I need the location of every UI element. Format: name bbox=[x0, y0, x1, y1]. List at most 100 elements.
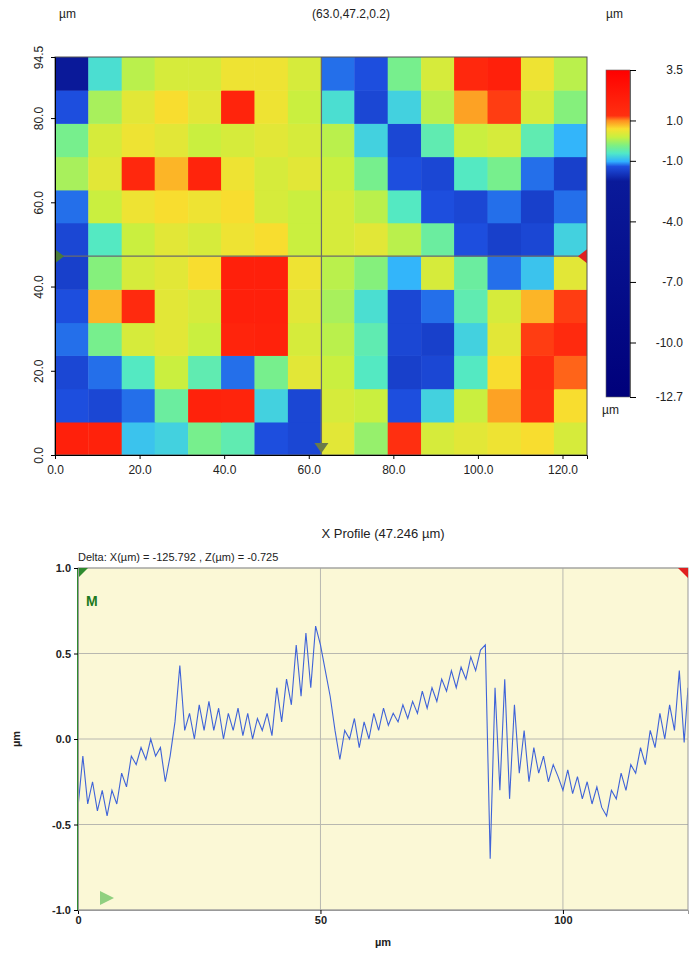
heatmap-cell bbox=[321, 389, 355, 423]
y-axis-tick-label: 0.0 bbox=[56, 733, 71, 745]
heatmap-cell bbox=[122, 289, 156, 323]
x-axis-tick-mark bbox=[393, 455, 394, 459]
colorbar-axis-tick-mark bbox=[630, 282, 636, 283]
x-axis-tick-label: 20.0 bbox=[128, 463, 152, 477]
heatmap-cell bbox=[421, 90, 455, 124]
heatmap-cell bbox=[188, 123, 222, 157]
heatmap-cell bbox=[155, 322, 189, 356]
grid-line-y bbox=[78, 824, 688, 825]
colorbar-axis-tick: -10.0 bbox=[630, 336, 683, 350]
heatmap-cell bbox=[421, 157, 455, 191]
heatmap-cell bbox=[454, 190, 488, 224]
heatmap-cell bbox=[354, 157, 388, 191]
heatmap-cell bbox=[155, 190, 189, 224]
heatmap-cell bbox=[554, 322, 587, 356]
heatmap-cell bbox=[155, 90, 189, 124]
colorbar-axis-tick-label: -10.0 bbox=[656, 336, 684, 350]
heatmap-cell bbox=[354, 322, 388, 356]
heatmap-cell bbox=[188, 223, 222, 257]
heatmap-cell bbox=[421, 123, 455, 157]
heatmap-cell bbox=[88, 389, 122, 423]
x-axis-tick-label: 50 bbox=[315, 914, 327, 926]
chart-title: X Profile (47.246 µm) bbox=[321, 526, 444, 541]
heatmap-cell bbox=[221, 389, 255, 423]
heatmap-cell bbox=[188, 422, 222, 455]
heatmap-cell bbox=[321, 157, 355, 191]
heatmap-cell bbox=[421, 389, 455, 423]
heatmap-cell bbox=[55, 190, 89, 224]
heatmap-cell bbox=[454, 422, 488, 455]
heatmap-cell bbox=[354, 355, 388, 389]
heatmap-cell bbox=[488, 157, 522, 191]
heatmap-cell bbox=[354, 90, 388, 124]
heatmap-cell bbox=[221, 157, 255, 191]
x-axis-tick-label: 60.0 bbox=[298, 463, 322, 477]
x-axis-title: µm bbox=[375, 936, 391, 948]
x-axis-tick-label: 0 bbox=[75, 914, 81, 926]
heatmap-cell bbox=[221, 190, 255, 224]
y-axis-tick-label: 80.0 bbox=[32, 107, 46, 131]
heatmap-cell bbox=[122, 123, 156, 157]
heatmap-cell bbox=[554, 422, 587, 455]
x-axis-tick: 80.0 bbox=[382, 455, 406, 477]
heatmap-cell bbox=[122, 256, 156, 290]
y-axis-tick: 0.5 bbox=[56, 648, 78, 660]
colorbar-axis-line bbox=[631, 71, 637, 398]
y-axis-tick: 0.0 bbox=[56, 733, 78, 745]
heatmap-cell bbox=[388, 223, 422, 257]
heatmap-cell bbox=[554, 355, 587, 389]
heatmap-cell bbox=[288, 389, 322, 423]
heatmap-cell bbox=[321, 355, 355, 389]
heatmap-cell bbox=[521, 289, 555, 323]
heatmap-cell bbox=[421, 190, 455, 224]
heatmap-cell bbox=[221, 322, 255, 356]
heatmap-cell bbox=[354, 123, 388, 157]
heatmap-cell bbox=[288, 256, 322, 290]
heatmap-cell bbox=[55, 322, 89, 356]
colorbar-axis-tick-mark bbox=[630, 161, 636, 162]
heatmap-cell bbox=[254, 90, 288, 124]
heatmap-cell bbox=[454, 355, 488, 389]
heatmap-cell bbox=[88, 322, 122, 356]
x-axis-tick: 100 bbox=[554, 910, 572, 926]
cursor-horizontal bbox=[55, 256, 587, 257]
heatmap-cell bbox=[122, 223, 156, 257]
heatmap-cell bbox=[554, 256, 587, 290]
heatmap-cell bbox=[354, 389, 388, 423]
cursor-marker-bottom bbox=[314, 443, 328, 453]
y-axis-tick-mark bbox=[74, 568, 78, 569]
heatmap-cell bbox=[55, 90, 89, 124]
heatmap-cell bbox=[155, 389, 189, 423]
y-axis-tick: -0.5 bbox=[52, 819, 78, 831]
heatmap-cell bbox=[55, 422, 89, 455]
heatmap-cell bbox=[421, 223, 455, 257]
y-axis-tick-label: -0.5 bbox=[52, 819, 71, 831]
heatmap-cell bbox=[521, 256, 555, 290]
x-axis-tick: 50 bbox=[315, 910, 327, 926]
plot-background bbox=[78, 568, 688, 910]
y-axis-tick-label: 0.0 bbox=[32, 447, 46, 464]
heatmap-cell bbox=[388, 256, 422, 290]
heatmap-cell bbox=[55, 355, 89, 389]
cursor-start-marker bbox=[100, 891, 114, 905]
heatmap-cell bbox=[421, 289, 455, 323]
heatmap-cell bbox=[122, 90, 156, 124]
heatmap-cell bbox=[321, 57, 355, 91]
y-axis-tick: 0.0 bbox=[32, 447, 55, 464]
heatmap-cell bbox=[55, 389, 89, 423]
heatmap-cell bbox=[221, 57, 255, 91]
x-axis-tick: 0.0 bbox=[47, 455, 64, 477]
chart-subtitle: Delta: X(µm) = -125.792 , Z(µm) = -0.725 bbox=[78, 551, 278, 563]
x-axis-tick-mark bbox=[309, 455, 310, 459]
heatmap-cell bbox=[122, 190, 156, 224]
plot-frame bbox=[78, 568, 688, 910]
y-axis-tick-mark bbox=[51, 57, 55, 58]
heatmap-cell bbox=[254, 355, 288, 389]
heatmap-cell bbox=[55, 256, 89, 290]
heatmap-cell bbox=[288, 190, 322, 224]
heatmap-cell bbox=[388, 123, 422, 157]
heatmap-cell bbox=[254, 256, 288, 290]
heatmap-cell bbox=[288, 123, 322, 157]
heatmap-cell bbox=[88, 355, 122, 389]
heatmap-cell bbox=[454, 57, 488, 91]
